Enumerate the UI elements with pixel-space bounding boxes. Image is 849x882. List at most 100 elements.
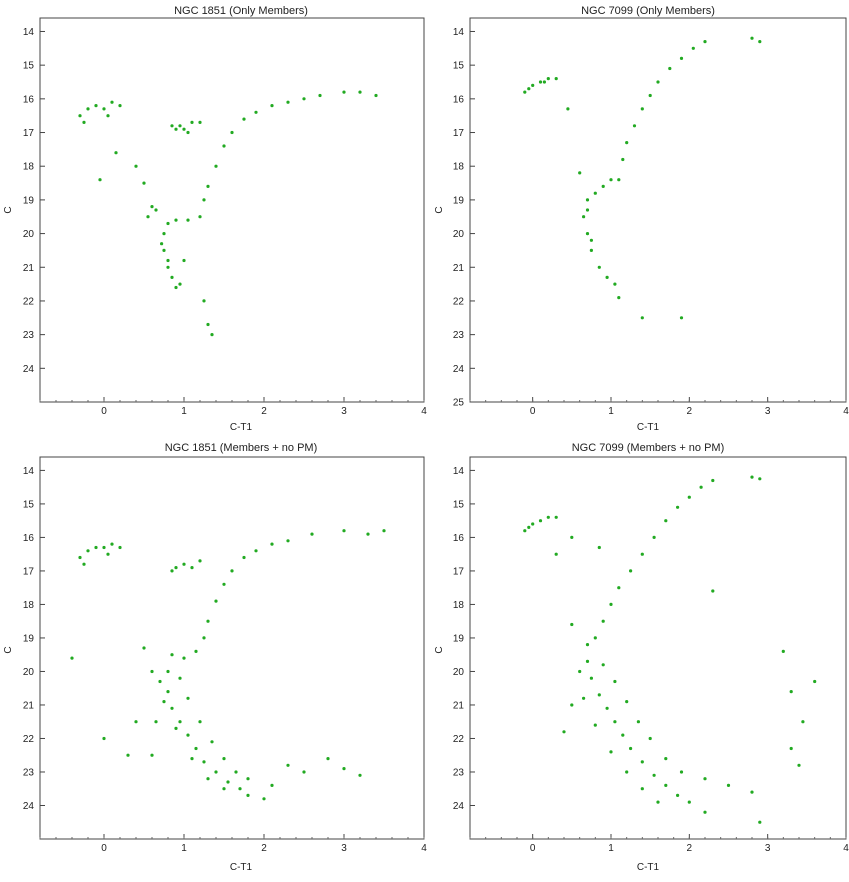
- data-point: [652, 535, 656, 540]
- data-point: [797, 763, 801, 767]
- data-point: [154, 208, 158, 212]
- data-point: [78, 555, 82, 560]
- data-point: [664, 519, 668, 523]
- x-tick-label: 4: [843, 843, 849, 854]
- data-point: [202, 198, 206, 202]
- x-tick-label: 1: [608, 406, 614, 417]
- scatter-points: [523, 36, 762, 320]
- y-tick-label: 16: [453, 94, 465, 105]
- data-point: [210, 333, 214, 337]
- data-point: [198, 720, 202, 724]
- data-point: [640, 552, 644, 556]
- data-point: [254, 549, 258, 553]
- data-point: [589, 676, 594, 680]
- data-point: [546, 77, 550, 81]
- data-point: [597, 265, 601, 269]
- x-tick-label: 2: [261, 406, 267, 417]
- data-point: [687, 495, 691, 499]
- data-point: [166, 669, 170, 674]
- y-tick-label: 20: [453, 229, 465, 240]
- data-point: [640, 107, 644, 111]
- data-point: [664, 783, 668, 788]
- data-point: [198, 215, 202, 219]
- data-point: [310, 532, 314, 536]
- data-point: [202, 299, 206, 303]
- data-point: [617, 178, 621, 182]
- data-point: [538, 80, 543, 84]
- y-tick-label: 14: [453, 27, 465, 38]
- panel-ngc1851-members: NGC 1851 (Only Members) C-T1 C 0 1 2 3 41415…: [3, 5, 427, 433]
- y-tick-label: 19: [23, 195, 35, 206]
- data-point: [186, 218, 190, 222]
- data-point: [160, 242, 164, 246]
- data-point: [170, 275, 174, 279]
- data-point: [691, 46, 695, 50]
- y-tick-label: 21: [23, 263, 35, 274]
- data-point: [82, 562, 86, 566]
- data-point: [617, 586, 621, 590]
- y-tick-label: 24: [23, 364, 35, 375]
- data-point: [593, 191, 597, 195]
- data-point: [629, 746, 633, 751]
- x-tick-label: 3: [765, 843, 771, 854]
- data-point: [570, 535, 574, 540]
- data-point: [366, 532, 370, 536]
- y-tick-label: 15: [453, 61, 465, 72]
- y-axis-label: C: [3, 646, 14, 653]
- data-point: [609, 750, 613, 754]
- data-point: [597, 693, 601, 697]
- data-point: [640, 787, 644, 791]
- data-point: [118, 104, 122, 108]
- y-tick-label: 25: [453, 398, 465, 409]
- data-point: [566, 107, 570, 111]
- data-point: [342, 767, 346, 771]
- data-point: [676, 793, 680, 798]
- data-point: [126, 753, 130, 757]
- y-tick-label: 20: [23, 667, 35, 678]
- data-point: [262, 797, 266, 801]
- y-axis-label: C: [3, 206, 14, 213]
- data-point: [142, 181, 146, 185]
- data-point: [106, 552, 110, 556]
- data-point: [789, 690, 793, 694]
- x-tick-label: 4: [421, 843, 427, 854]
- data-point: [636, 720, 641, 724]
- data-point: [585, 232, 590, 236]
- data-point: [531, 522, 535, 526]
- x-axis-label: C-T1: [637, 422, 660, 433]
- data-point: [711, 589, 715, 593]
- data-point: [94, 545, 98, 550]
- data-point: [142, 646, 146, 650]
- y-tick-label: 18: [453, 600, 465, 611]
- data-point: [593, 723, 597, 727]
- data-point: [194, 649, 198, 654]
- data-point: [234, 770, 238, 774]
- data-point: [562, 730, 566, 734]
- data-point: [679, 56, 684, 61]
- x-tick-label: 0: [530, 843, 536, 854]
- data-point: [170, 706, 174, 710]
- y-tick-label: 19: [453, 633, 465, 644]
- data-point: [170, 124, 174, 128]
- data-point: [182, 127, 186, 131]
- data-point: [625, 141, 629, 145]
- data-point: [542, 80, 547, 84]
- y-tick-label: 20: [23, 229, 35, 240]
- data-point: [206, 777, 210, 781]
- data-point: [382, 529, 386, 533]
- data-point: [554, 77, 558, 81]
- data-point: [613, 720, 617, 724]
- data-point: [538, 519, 543, 523]
- data-point: [114, 151, 118, 155]
- data-point: [664, 757, 668, 761]
- data-point: [118, 545, 122, 550]
- y-tick-label: 19: [453, 195, 465, 206]
- y-tick-label: 21: [453, 700, 465, 711]
- data-point: [270, 104, 274, 108]
- data-point: [134, 720, 138, 724]
- x-tick-label: 1: [608, 843, 614, 854]
- y-tick-label: 18: [23, 162, 35, 173]
- data-point: [585, 198, 590, 202]
- data-point: [174, 285, 178, 290]
- data-point: [597, 545, 601, 550]
